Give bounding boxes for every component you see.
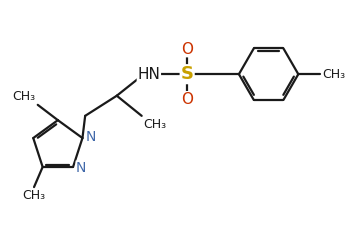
Text: N: N (85, 130, 96, 144)
Text: CH₃: CH₃ (144, 118, 167, 131)
Text: O: O (181, 92, 193, 107)
Text: HN: HN (138, 67, 160, 82)
Text: S: S (181, 65, 194, 83)
Text: CH₃: CH₃ (13, 90, 36, 103)
Text: CH₃: CH₃ (22, 189, 46, 202)
Text: O: O (181, 42, 193, 57)
Text: N: N (76, 161, 86, 175)
Text: CH₃: CH₃ (322, 68, 345, 81)
